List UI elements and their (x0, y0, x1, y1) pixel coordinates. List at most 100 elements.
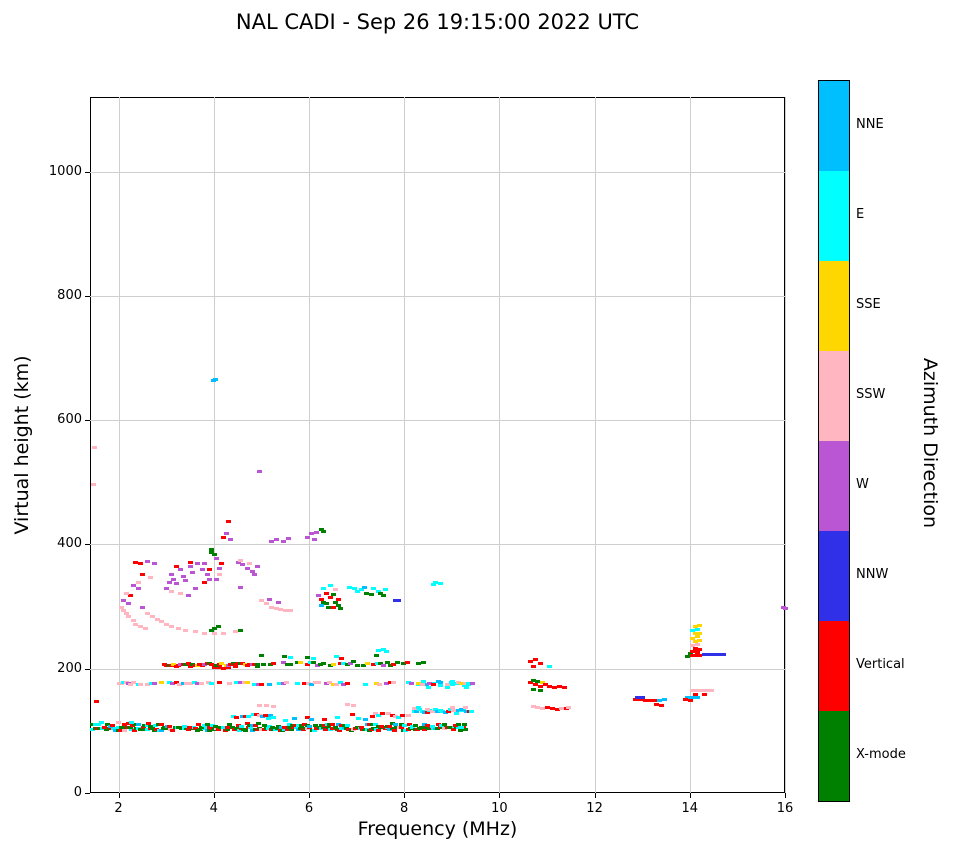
echo-point (371, 663, 377, 667)
echo-point (304, 663, 310, 667)
echo-point (466, 710, 472, 714)
echo-point (254, 565, 260, 569)
echo-point (190, 662, 196, 666)
x-gridline (213, 97, 215, 793)
echo-point (133, 722, 139, 726)
echo-point (123, 611, 129, 615)
echo-point (245, 567, 251, 571)
echo-point (282, 655, 288, 659)
echo-point (341, 682, 347, 686)
echo-point (528, 659, 534, 663)
echo-point (406, 714, 412, 718)
plot-area (90, 97, 785, 793)
echo-point (170, 728, 176, 732)
echo-point (711, 652, 717, 656)
echo-point (304, 723, 310, 727)
echo-point (405, 728, 411, 732)
echo-point (91, 446, 97, 450)
echo-point (254, 713, 260, 717)
echo-point (416, 661, 422, 665)
echo-point (318, 604, 324, 608)
echo-point (530, 678, 536, 682)
echo-point (241, 680, 247, 684)
echo-point (314, 531, 320, 534)
echo-point (375, 649, 381, 653)
echo-point (286, 725, 292, 729)
echo-point (309, 682, 315, 686)
echo-point (146, 722, 152, 726)
echo-point (540, 707, 546, 711)
x-gridline (404, 97, 406, 793)
echo-point (690, 636, 696, 640)
echo-point (216, 573, 222, 577)
echo-point (159, 620, 165, 624)
colorbar-segment-ssw (819, 351, 849, 441)
echo-point (437, 709, 443, 713)
echo-point (352, 586, 358, 590)
echo-point (266, 683, 272, 687)
echo-point (383, 588, 389, 592)
echo-point (415, 705, 421, 709)
colorbar-label-ssw: SSW (856, 387, 886, 402)
echo-point (437, 581, 443, 585)
echo-point (218, 562, 224, 566)
echo-point (544, 706, 550, 710)
echo-point (173, 680, 179, 684)
echo-point (697, 624, 703, 628)
echo-point (706, 653, 712, 657)
echo-point (694, 696, 700, 700)
echo-point (328, 583, 334, 587)
echo-point (164, 724, 170, 728)
echo-point (364, 591, 370, 595)
echo-point (445, 686, 451, 690)
echo-point (430, 582, 436, 586)
echo-point (661, 698, 667, 702)
x-tick-mark (213, 793, 215, 798)
echo-point (281, 661, 287, 665)
echo-point (469, 710, 475, 714)
echo-point (405, 681, 411, 685)
echo-point (433, 580, 439, 584)
echo-point (654, 703, 660, 707)
echo-point (445, 682, 451, 686)
echo-point (325, 725, 331, 729)
echo-point (202, 580, 208, 584)
echo-point (424, 707, 430, 711)
echo-point (347, 585, 353, 589)
echo-point (220, 726, 226, 730)
echo-point (231, 715, 237, 719)
y-gridline (90, 420, 785, 422)
echo-point (656, 698, 662, 702)
echo-point (704, 688, 710, 692)
echo-point (271, 661, 277, 665)
echo-point (168, 625, 174, 629)
echo-point (283, 718, 289, 722)
x-gridline (785, 97, 786, 793)
echo-point (404, 660, 410, 664)
y-tick-mark (85, 668, 90, 670)
echo-point (690, 695, 696, 699)
echo-point (398, 722, 404, 726)
echo-point (147, 725, 153, 729)
echo-point (284, 663, 290, 667)
echo-point (136, 722, 142, 726)
echo-point (210, 723, 216, 727)
echo-point (284, 727, 290, 731)
echo-point (166, 681, 172, 685)
echo-point (333, 654, 339, 658)
echo-point (334, 683, 340, 687)
echo-point (547, 665, 553, 669)
echo-point (341, 723, 347, 727)
echo-point (245, 714, 251, 718)
echo-point (458, 726, 464, 730)
echo-point (252, 682, 258, 686)
echo-point (195, 681, 201, 685)
echo-point (142, 627, 148, 631)
echo-point (283, 608, 289, 612)
echo-point (309, 532, 315, 536)
echo-point (647, 698, 653, 702)
echo-point (537, 661, 543, 665)
echo-point (268, 540, 274, 544)
colorbar-label-sse: SSE (856, 297, 881, 312)
echo-point (308, 717, 314, 721)
